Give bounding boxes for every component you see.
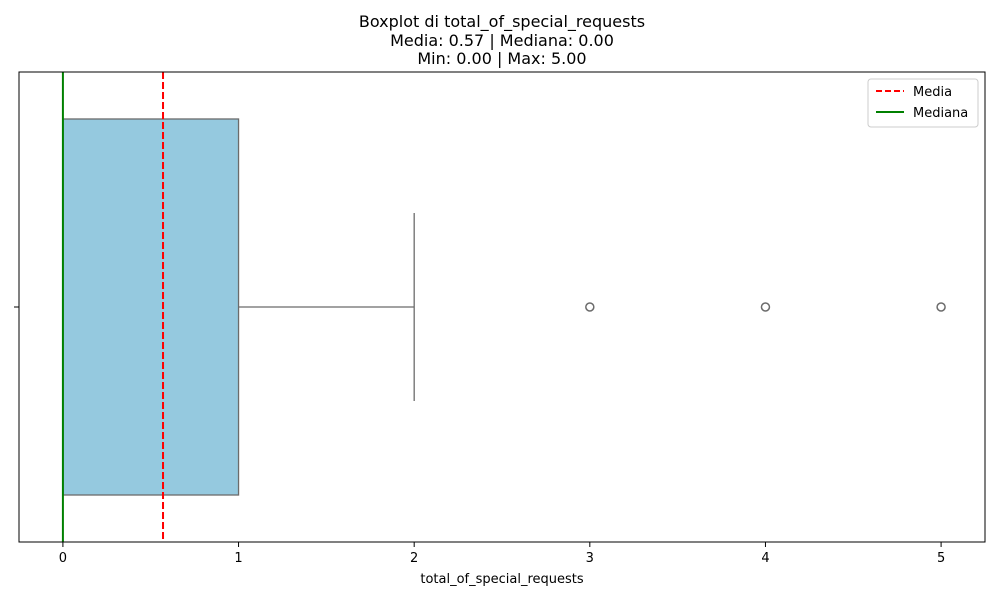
legend-label-media: Media — [913, 85, 952, 100]
plot-area — [61, 72, 946, 542]
x-tick-label-3: 3 — [586, 551, 594, 566]
title-line-1: Boxplot di total_of_special_requests — [359, 12, 645, 32]
legend-label-mediana: Mediana — [913, 106, 968, 121]
title-line-2: Media: 0.57 | Mediana: 0.00 — [390, 31, 614, 50]
x-tick-label-0: 0 — [59, 551, 67, 566]
x-tick-label-5: 5 — [937, 551, 945, 566]
chart-title: Boxplot di total_of_special_requests Med… — [359, 12, 645, 68]
x-axis-label: total_of_special_requests — [420, 572, 584, 587]
x-tick-label-2: 2 — [410, 551, 418, 566]
title-line-3: Min: 0.00 | Max: 5.00 — [417, 49, 586, 68]
outlier-point-2 — [760, 302, 771, 312]
axes: 0 1 2 3 4 5 — [14, 71, 986, 566]
x-tick-label-1: 1 — [234, 551, 242, 566]
outlier-point-3 — [936, 302, 946, 312]
legend: Media Mediana — [867, 78, 979, 128]
x-tick-label-4: 4 — [761, 551, 769, 566]
iqr-box — [62, 118, 240, 496]
outlier-point-1 — [585, 302, 595, 312]
